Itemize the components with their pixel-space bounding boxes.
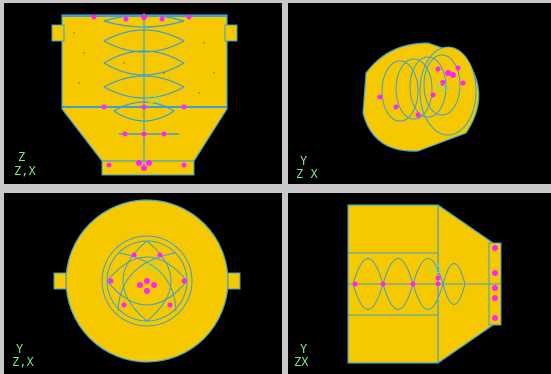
iso-view-canvas: CG Y Z X [296,42,480,181]
axis-label-bottom: Z X [296,167,318,181]
viewport-side[interactable]: CG Y ZX [288,193,551,374]
cg-label: CG [146,261,159,274]
viewport-front[interactable]: CG Z Z,X [4,3,282,184]
marker-points [377,65,466,118]
viewport-splitter-horizontal[interactable] [0,186,551,190]
tab-left [51,24,65,42]
axis-label-top: Y [300,154,308,168]
marker-points [108,252,187,308]
cg-label: CG [436,81,449,94]
side-view-canvas: CG Y ZX [294,204,502,369]
axis-label-bottom: Z,X [14,164,36,178]
tab-right [224,24,238,42]
body-end [419,46,477,136]
cg-label: CG [147,93,160,106]
front-view-canvas: CG Z Z,X [14,13,238,178]
viewport-splitter-vertical[interactable] [283,0,287,374]
spring-loops [381,54,461,122]
axis-label-top: Y [300,342,308,356]
viewport-top[interactable]: CG Y Z,X [4,193,282,374]
axis-label-top: Y [16,342,24,356]
marker-points [91,14,192,171]
marker-points [352,245,498,321]
top-view-canvas: CG Y Z,X [12,199,241,369]
cg-label: CG [428,263,441,276]
viewport-iso[interactable]: CG Y Z X [288,3,551,184]
axis-label-bottom: Z,X [12,355,34,369]
axis-label-bottom: ZX [294,355,309,369]
mesh-points [73,32,215,94]
spring-loops [101,235,193,327]
axis-label-top: Z [18,150,25,164]
